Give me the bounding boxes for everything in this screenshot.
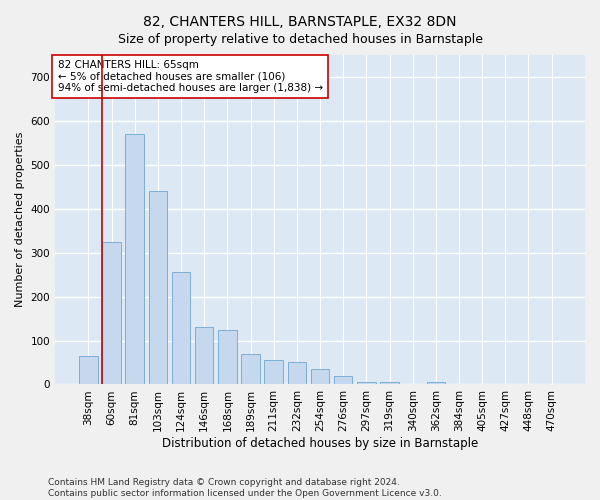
Bar [287, 362, 306, 384]
Bar [357, 382, 376, 384]
Bar [149, 191, 167, 384]
Text: 82, CHANTERS HILL, BARNSTAPLE, EX32 8DN: 82, CHANTERS HILL, BARNSTAPLE, EX32 8DN [143, 15, 457, 29]
Bar [334, 376, 352, 384]
Bar [265, 360, 283, 384]
Bar [241, 354, 260, 384]
Bar [311, 369, 329, 384]
Bar [102, 242, 121, 384]
Text: Contains HM Land Registry data © Crown copyright and database right 2024.
Contai: Contains HM Land Registry data © Crown c… [48, 478, 442, 498]
Bar [427, 382, 445, 384]
Bar [125, 134, 144, 384]
Bar [195, 328, 214, 384]
Bar [380, 382, 399, 384]
Bar [79, 356, 98, 384]
X-axis label: Distribution of detached houses by size in Barnstaple: Distribution of detached houses by size … [162, 437, 478, 450]
Text: 82 CHANTERS HILL: 65sqm
← 5% of detached houses are smaller (106)
94% of semi-de: 82 CHANTERS HILL: 65sqm ← 5% of detached… [58, 60, 323, 93]
Bar [172, 272, 190, 384]
Y-axis label: Number of detached properties: Number of detached properties [15, 132, 25, 308]
Bar [218, 330, 236, 384]
Text: Size of property relative to detached houses in Barnstaple: Size of property relative to detached ho… [118, 32, 482, 46]
